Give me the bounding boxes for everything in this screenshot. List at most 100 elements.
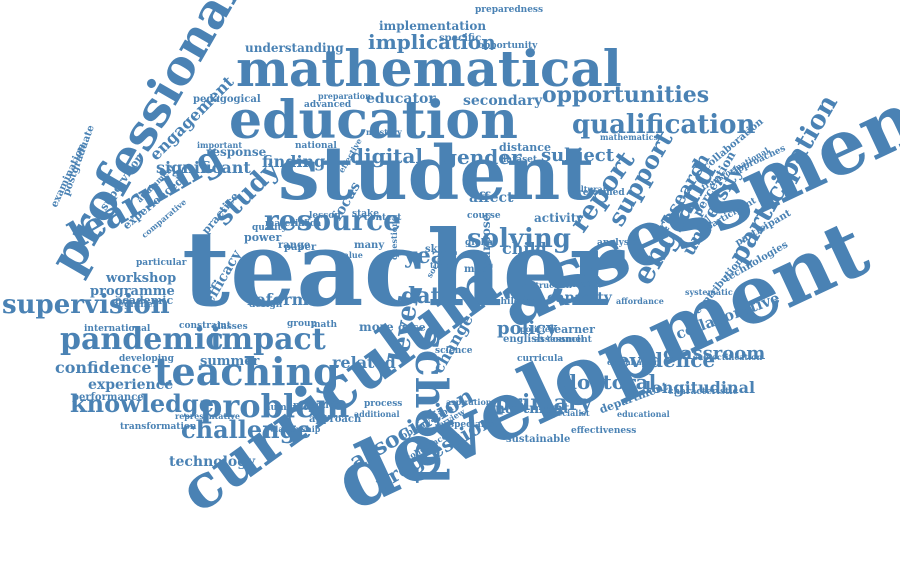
word-enactment: enactment <box>486 401 570 417</box>
word-systematic: systematic <box>685 287 733 297</box>
word-quality: quality <box>252 223 287 233</box>
word-educational: educational <box>617 409 670 419</box>
word-assessment: assessment <box>534 335 592 345</box>
word-sustainable: sustainable <box>506 434 571 445</box>
word-africa: africa <box>292 219 322 229</box>
word-confidence: confidence <box>55 358 152 377</box>
word-policies: policies <box>520 324 555 334</box>
word-dataset: dataset <box>500 155 538 165</box>
word-summer: summer <box>200 354 260 369</box>
word-lesson: lesson <box>309 211 341 221</box>
word-context: context <box>364 213 402 223</box>
word-most: most <box>464 264 492 275</box>
word-gender: gender <box>443 145 522 169</box>
word-aspiration: aspiration <box>446 397 492 407</box>
word-curricula: curricula <box>517 354 564 364</box>
word-finding: finding <box>262 152 326 171</box>
word-response: response <box>206 145 267 159</box>
word-pandemic: pandemic <box>60 322 224 357</box>
word-supervision: supervision <box>2 290 170 320</box>
word-math: math <box>311 320 338 330</box>
word-characteristic: characteristic <box>668 387 739 397</box>
word-academic: academic <box>115 294 174 307</box>
word-evidence: evidence <box>617 348 716 372</box>
word-capacity: capacity <box>547 290 612 306</box>
word-learner: learner <box>550 323 595 336</box>
word-developing: developing <box>119 354 174 364</box>
word-affect: affect <box>469 190 514 206</box>
word-preparation: preparation <box>318 91 371 101</box>
word-questions: questions <box>389 216 399 260</box>
word-year: year <box>404 243 457 269</box>
word-performance: performance <box>72 392 144 403</box>
word-reform: reform <box>247 290 309 309</box>
word-workshop: workshop <box>106 271 177 286</box>
word-transformation: transformation <box>120 422 197 432</box>
word-design: design <box>249 300 283 310</box>
word-power: power <box>244 231 282 244</box>
word-secondary: secondary <box>463 93 543 109</box>
word-teaching: teaching <box>154 349 340 394</box>
word-subject: subject <box>541 145 615 166</box>
word-approach: approach <box>309 414 362 425</box>
word-explanation: explanation <box>607 357 660 367</box>
word-understanding: understanding <box>245 41 344 55</box>
word-analysis: analysis <box>597 238 638 248</box>
word-paper: paper <box>284 242 317 253</box>
word-more: more <box>359 320 394 334</box>
word-skill: skill <box>425 244 449 255</box>
word-beginner: beginner <box>112 300 158 310</box>
word-longitudinal: longitudinal <box>645 378 756 397</box>
word-preparedness: preparedness <box>475 5 544 15</box>
word-technology: technology <box>169 454 256 470</box>
word-impact: impact <box>210 322 326 357</box>
word-classroom: classroom <box>663 343 766 364</box>
word-data: data <box>401 283 456 309</box>
word-classes: classes <box>212 322 248 332</box>
word-knowledge: knowledge <box>70 389 214 418</box>
word-student: student <box>278 131 595 217</box>
word-activity: activity <box>534 211 584 225</box>
word-opportunity: opportunity <box>478 41 538 51</box>
word-stake: stake <box>352 209 380 219</box>
word-affordance: affordance <box>616 296 664 306</box>
word-teacher: teacher <box>182 207 624 330</box>
word-reformed: reformed <box>578 188 625 198</box>
word-cultural: cultural <box>570 184 606 194</box>
word-significant: significant <box>156 158 251 177</box>
word-process: process <box>364 399 403 409</box>
word-mathematical: mathematical <box>236 39 622 98</box>
word-pearson: pearson <box>556 279 601 290</box>
word-time: time <box>430 260 451 270</box>
word-educator: educator <box>366 91 436 107</box>
word-implementation: implementation <box>379 19 487 33</box>
word-qualification: qualification <box>572 110 756 140</box>
word-numeracy: numeracy <box>264 403 314 413</box>
word-additional: additional <box>354 409 400 419</box>
word-global: global <box>465 238 497 248</box>
word-specialist: specialist <box>449 420 497 430</box>
word-effectiveness: effectiveness <box>571 426 637 436</box>
word-solving: solving <box>467 224 571 254</box>
word-related: related <box>332 353 396 372</box>
word-gcse: gcse <box>398 321 426 334</box>
word-implication: implication <box>368 30 496 54</box>
word-specific: specific <box>439 33 482 44</box>
word-opportunities: opportunities <box>542 82 710 108</box>
word-subjectification: subjectification <box>693 352 763 362</box>
word-course: course <box>467 211 501 221</box>
word-range: range <box>278 240 311 251</box>
word-child: child <box>502 239 547 258</box>
word-value: value <box>339 250 363 260</box>
word-education: education <box>229 90 518 151</box>
word-science: science <box>435 346 473 356</box>
word-important: important <box>197 140 243 150</box>
word-digital: digital <box>350 144 423 168</box>
word-resource: resource <box>264 204 401 237</box>
word-representative: representative <box>175 411 240 421</box>
word-specialist: specialist <box>547 408 590 418</box>
word-material: material <box>265 219 308 229</box>
word-problem: problem <box>200 387 350 425</box>
word-english: english <box>503 334 545 345</box>
